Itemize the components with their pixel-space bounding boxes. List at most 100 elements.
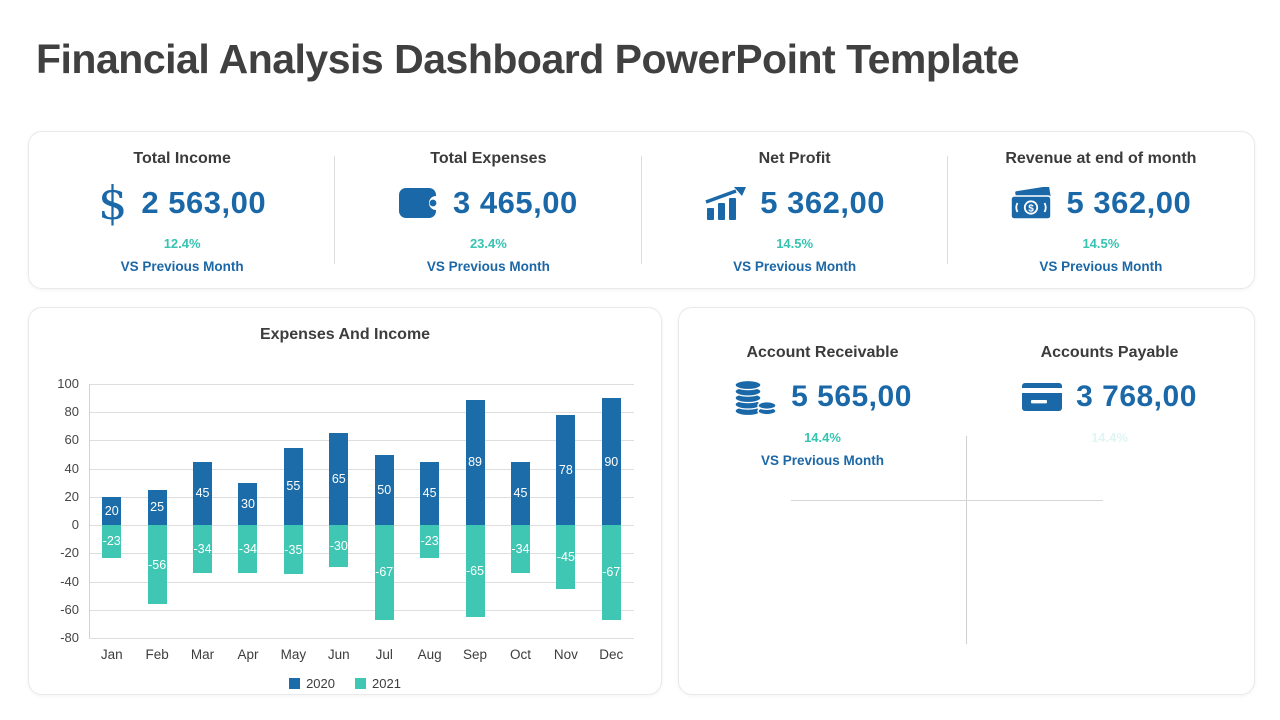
bar-label-2021-Jul: -67 [375,565,394,580]
y-axis-tick-label: -40 [60,573,79,589]
divider [966,436,967,644]
y-axis-tick-label: 20 [64,488,79,504]
legend-swatch-2020 [289,678,301,689]
kpi-label: Net Profit [758,150,831,167]
y-axis-tick-label: 40 [64,460,79,476]
kpi-label: Revenue at end of month [1005,150,1197,167]
kpi-revenue-end-of-month: Revenue at end of month $ 5 362,00 [948,132,1254,288]
bar-label-2021-May: -35 [284,542,303,557]
kpi-value: 2 563,00 [141,185,267,220]
y-axis-tick-label: -80 [60,630,79,645]
svg-text:$: $ [1028,203,1034,214]
kpi-net-profit: Net Profit 5 362,00 14.5% VS Previous Mo… [642,132,948,288]
gridline [89,525,634,527]
kpi-value: 3 465,00 [453,185,578,220]
gridline [89,638,634,639]
bar-2021-Nov [556,525,576,589]
gridline [89,440,634,442]
kpi-label: Total Expenses [430,150,547,167]
bar-label-2020-Apr: 30 [241,496,255,511]
bar-2020-Oct [510,461,530,526]
bar-2021-Apr [238,525,258,574]
x-axis-tick-label: Feb [145,647,169,662]
bar-label-2020-Jul: 50 [377,482,392,497]
bar-2020-Nov [556,415,576,526]
y-axis-tick-label: 0 [71,517,79,533]
kpi-percent: 14.5% [776,236,814,251]
gridline [89,496,634,498]
bar-2021-May [283,525,303,575]
growth-chart-icon [704,186,747,220]
bar-label-2020-Jan: 20 [104,504,119,518]
bar-label-2020-Aug: 45 [422,486,437,501]
bar-label-2020-Nov: 78 [558,463,573,478]
bar-label-2020-Feb: 25 [150,500,165,515]
legend-label-2021: 2021 [372,676,401,691]
divider [946,156,948,264]
account-value: 3 768,00 [1076,380,1197,413]
gridline [89,468,634,470]
divider [334,156,336,264]
accounts-payable: Accounts Payable 3 768,00 14.4% [966,308,1253,445]
x-axis-tick-label: Sep [463,647,488,662]
x-axis-tick-label: Apr [237,647,259,662]
bar-label-2021-Jan: -23 [102,534,121,549]
x-axis-tick-label: Jun [327,647,350,662]
account-value: 5 565,00 [791,380,912,413]
bar-label-2021-Aug: -23 [420,534,439,549]
y-axis-line [89,384,90,638]
y-axis-tick-label: -60 [60,601,79,617]
account-label: Accounts Payable [1040,344,1179,361]
bar-2021-Sep [465,525,485,617]
y-axis-tick-label: 80 [64,404,79,420]
bar-2021-Jul [374,525,394,620]
bar-2020-Mar [193,461,213,526]
bar-2020-Jul [374,454,394,526]
divider [791,500,1103,501]
legend-item-2021: 2021 [355,676,401,691]
divider [640,156,642,264]
bar-2021-Dec [601,525,621,620]
legend-item-2020: 2020 [289,676,335,691]
x-axis-tick-label: Mar [190,647,215,662]
kpi-label: Total Income [133,150,231,167]
bar-label-2020-Dec: 90 [604,454,619,469]
kpi-caption: VS Previous Month [733,259,857,274]
bar-label-2021-Dec: -67 [602,565,621,580]
x-axis-tick-label: Dec [599,647,624,662]
bar-label-2021-Oct: -34 [511,542,530,557]
account-percent: 14.4% [804,430,841,445]
bar-label-2021-Nov: -45 [556,549,575,564]
gridline [89,553,634,555]
bar-2021-Oct [510,525,530,574]
bar-label-2020-Mar: 45 [195,486,210,501]
dollar-icon: $ [98,176,128,230]
bar-label-2020-Jun: 65 [331,472,346,487]
kpi-caption: VS Previous Month [120,259,244,274]
x-axis-tick-label: Jan [100,647,123,662]
bar-label-2020-May: 55 [286,479,301,494]
bar-label-2021-Sep: -65 [465,563,485,578]
bar-2020-Feb [147,489,167,526]
bar-2020-Jun [329,433,349,526]
chart-title: Expenses And Income [259,326,431,343]
x-axis-tick-label: Nov [553,647,578,662]
expenses-income-chart-card: Expenses And Income 100 80 60 40 20 0 -20 -40 -6… [28,307,662,695]
accounts-card: Account Receivable [678,307,1255,695]
chart-legend: 2020 2021 [29,676,661,691]
bar-label-2020-Oct: 45 [513,486,528,501]
x-axis-tick-label: Jul [375,647,393,662]
x-axis-tick-label: Oct [509,647,531,662]
gridline [89,412,634,414]
bar-label-2021-Jun: -30 [329,539,348,554]
bar-label-2021-Apr: -34 [238,542,257,557]
bar-2020-Jan [102,496,122,526]
bar-2020-Apr [238,482,258,526]
gridline [89,581,634,583]
wallet-icon [399,187,440,219]
legend-label-2020: 2020 [306,676,335,691]
kpi-caption: VS Previous Month [426,259,550,274]
bar-2021-Aug [420,525,440,558]
kpi-total-expenses: Total Expenses 3 465,00 23.4% VS Previou… [335,132,642,288]
bar-2021-Mar [193,525,213,574]
